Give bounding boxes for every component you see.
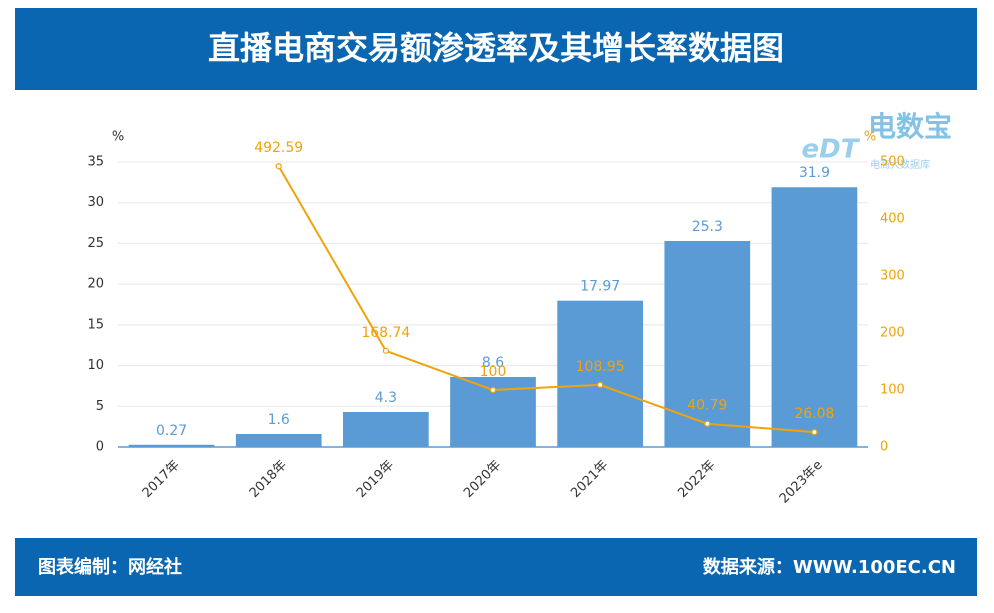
line-point xyxy=(275,163,282,170)
y-tick-label: 30 xyxy=(87,195,104,210)
chart-title: 直播电商交易额渗透率及其增长率数据图 xyxy=(208,29,784,67)
y2-tick-label: 200 xyxy=(880,326,905,341)
line-point xyxy=(597,381,604,388)
line-value-label: 108.95 xyxy=(576,359,625,375)
bar xyxy=(557,300,643,447)
y2-tick-label: 400 xyxy=(880,212,905,227)
line xyxy=(277,165,815,434)
bar xyxy=(128,444,215,447)
y-tick-label: 0 xyxy=(96,440,104,455)
y2-tick-label: 100 xyxy=(880,383,905,398)
y2-tick-label: 0 xyxy=(880,440,888,455)
line-point xyxy=(382,347,389,354)
y-tick-label: 5 xyxy=(96,399,104,414)
y-tick-label: 20 xyxy=(87,277,104,292)
line-value-label: 40.79 xyxy=(687,398,727,414)
line-point xyxy=(704,420,711,427)
footer-right: 数据来源：WWW.100EC.CN xyxy=(703,556,956,578)
bar-value-label: 8.6 xyxy=(482,355,504,371)
footer-band xyxy=(15,538,977,596)
bar xyxy=(771,187,858,447)
bar xyxy=(343,411,429,447)
y2-axis-label: % xyxy=(864,130,876,145)
y-tick-label: 25 xyxy=(87,236,104,251)
bar xyxy=(664,240,751,447)
logo-subtitle: 电商大数据库 xyxy=(870,158,930,171)
bar-value-label: 25.3 xyxy=(692,219,723,235)
y-axis-label: % xyxy=(112,130,124,145)
logo-mark: eDT xyxy=(802,135,861,165)
bar-value-label: 1.6 xyxy=(268,412,290,428)
line-value-label: 492.59 xyxy=(254,140,303,156)
y-tick-label: 15 xyxy=(87,317,104,332)
footer-left: 图表编制：网经社 xyxy=(38,556,182,578)
line-value-label: 26.08 xyxy=(794,406,834,422)
bar-value-label: 17.97 xyxy=(580,279,620,295)
bar-value-label: 4.3 xyxy=(375,390,397,406)
y-tick-label: 35 xyxy=(87,155,104,170)
y-tick-label: 10 xyxy=(87,358,104,373)
bar xyxy=(235,433,322,447)
line-value-label: 168.74 xyxy=(361,325,410,341)
y2-tick-label: 300 xyxy=(880,269,905,284)
line-point xyxy=(811,429,818,436)
line-value-label: 100 xyxy=(480,364,507,380)
y2-tick-label: 500 xyxy=(880,155,905,170)
bar-value-label: 31.9 xyxy=(799,165,830,181)
header-band xyxy=(15,8,977,90)
bar-value-label: 0.27 xyxy=(156,423,187,439)
logo-text: 电数宝 xyxy=(868,110,952,143)
line-point xyxy=(489,386,497,394)
